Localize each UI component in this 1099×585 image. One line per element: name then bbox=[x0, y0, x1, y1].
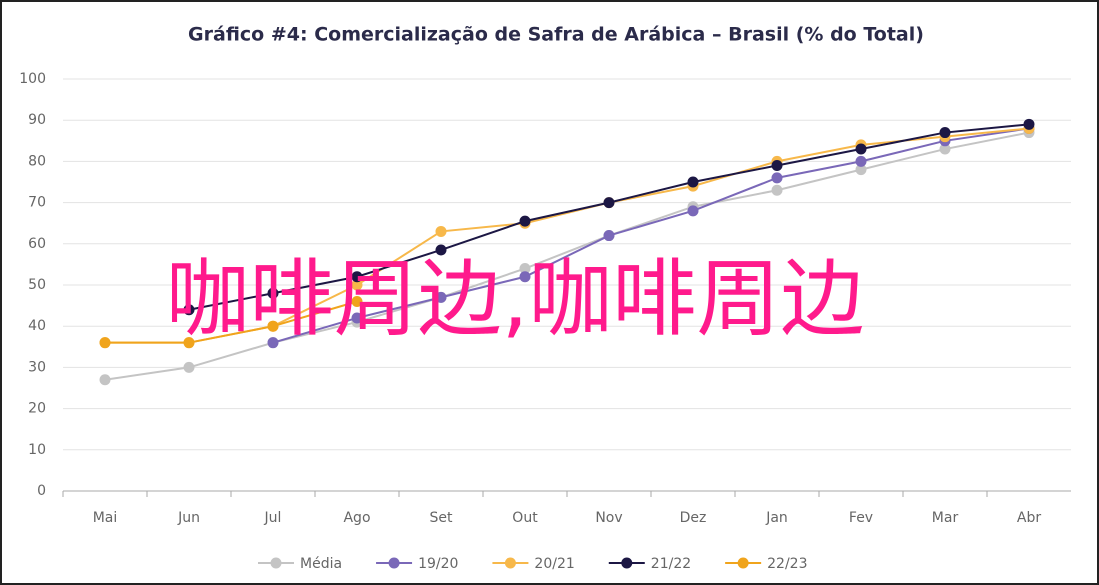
y-tick-label: 10 bbox=[28, 442, 46, 458]
x-tick-label: Jun bbox=[177, 510, 200, 526]
legend-label: 19/20 bbox=[418, 556, 458, 572]
data-point bbox=[183, 361, 195, 373]
series-line bbox=[272, 127, 1030, 344]
data-point bbox=[435, 291, 447, 303]
legend-label: Média bbox=[300, 556, 342, 572]
x-tick-label: Jan bbox=[765, 510, 788, 526]
data-point bbox=[519, 271, 531, 283]
data-point bbox=[855, 143, 867, 155]
x-tick-label: Mar bbox=[932, 510, 959, 526]
legend-label: 21/22 bbox=[651, 556, 691, 572]
data-point bbox=[183, 304, 195, 316]
legend-label: 22/23 bbox=[767, 556, 807, 572]
data-point bbox=[519, 263, 531, 275]
data-point bbox=[855, 164, 867, 176]
legend-marker bbox=[621, 557, 633, 569]
legend-marker bbox=[737, 557, 749, 569]
data-point bbox=[267, 287, 279, 299]
watermark: 咖啡周边,咖啡周边 bbox=[166, 250, 865, 348]
y-tick-label: 30 bbox=[28, 359, 46, 375]
data-point bbox=[603, 197, 615, 209]
x-tick-label: Mai bbox=[93, 510, 118, 526]
y-tick-label: 60 bbox=[28, 236, 46, 252]
x-tick-label: Set bbox=[430, 510, 454, 526]
data-point bbox=[99, 374, 111, 386]
data-point bbox=[351, 295, 363, 307]
data-point bbox=[771, 172, 783, 184]
y-tick-label: 90 bbox=[28, 112, 46, 128]
x-tick-label: Dez bbox=[680, 510, 707, 526]
legend-marker bbox=[270, 557, 282, 569]
y-tick-label: 50 bbox=[28, 277, 46, 293]
data-point bbox=[267, 320, 279, 332]
data-point bbox=[99, 337, 111, 349]
data-point bbox=[1023, 118, 1035, 130]
data-point bbox=[687, 176, 699, 188]
data-point bbox=[183, 337, 195, 349]
x-tick-label: Out bbox=[512, 510, 538, 526]
y-tick-label: 100 bbox=[19, 71, 46, 87]
data-point bbox=[939, 143, 951, 155]
legend-marker bbox=[388, 557, 400, 569]
data-point bbox=[519, 215, 531, 227]
y-tick-label: 20 bbox=[28, 401, 46, 417]
y-tick-label: 70 bbox=[28, 195, 46, 211]
data-point bbox=[855, 155, 867, 167]
data-point bbox=[351, 279, 363, 291]
series-line bbox=[104, 131, 1030, 381]
legend-marker bbox=[504, 557, 516, 569]
data-point bbox=[435, 225, 447, 237]
data-point bbox=[351, 312, 363, 324]
x-tick-label: Nov bbox=[595, 510, 622, 526]
data-point bbox=[435, 244, 447, 256]
series-line bbox=[105, 300, 358, 344]
y-tick-label: 40 bbox=[28, 318, 46, 334]
x-tick-label: Ago bbox=[343, 510, 370, 526]
x-tick-label: Jul bbox=[264, 510, 282, 526]
y-tick-label: 80 bbox=[28, 153, 46, 169]
data-point bbox=[603, 230, 615, 242]
legend-label: 20/21 bbox=[534, 556, 574, 572]
data-point bbox=[687, 205, 699, 217]
data-point bbox=[351, 271, 363, 283]
data-point bbox=[771, 184, 783, 196]
x-tick-label: Fev bbox=[849, 510, 873, 526]
data-point bbox=[939, 127, 951, 139]
x-tick-label: Abr bbox=[1017, 510, 1041, 526]
y-tick-label: 0 bbox=[37, 483, 46, 499]
data-point bbox=[771, 160, 783, 172]
data-point bbox=[267, 337, 279, 349]
chart-title: Gráfico #4: Comercialização de Safra de … bbox=[188, 24, 924, 46]
